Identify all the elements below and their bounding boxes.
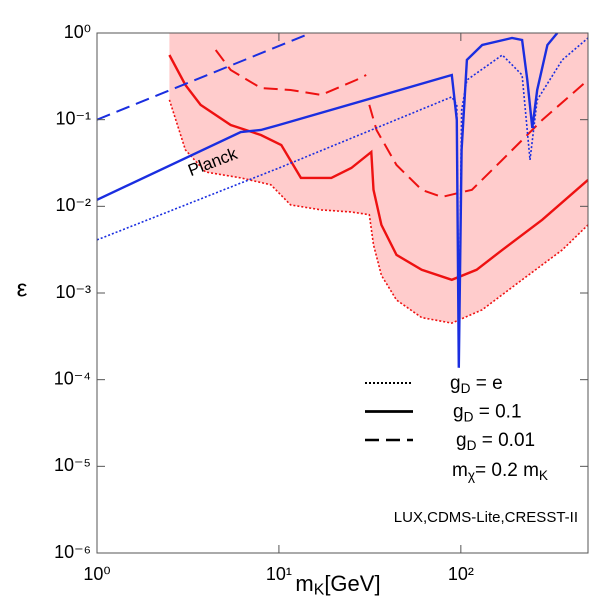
y-axis-label: ε	[17, 275, 28, 302]
curve	[168, 54, 588, 282]
legend-label-part: = 0.01	[476, 430, 535, 451]
y-tick-label: 10⁻¹	[55, 108, 91, 128]
legend-label-part: = e	[470, 373, 502, 394]
y-tick-label: 10⁻⁴	[54, 368, 91, 388]
mass-note-part: = 0.2 m	[475, 460, 539, 481]
curve	[97, 37, 588, 360]
legend-label-part: D	[467, 437, 477, 452]
legend-label-part: g	[456, 430, 467, 451]
y-tick-label: 10⁻³	[55, 282, 91, 302]
x-axis-label-part: K	[314, 582, 325, 599]
x-axis-label: mK[GeV]	[295, 571, 380, 599]
legend-label-part: = 0.1	[473, 402, 521, 423]
curve	[97, 33, 312, 121]
legend-label: gD = 0.1	[453, 402, 522, 424]
y-tick-label: 10⁻⁶	[54, 542, 91, 562]
plot-area	[97, 33, 588, 368]
experiments-label: LUX,CDMS-Lite,CRESST-II	[394, 509, 578, 526]
curve	[97, 33, 559, 368]
mass-note-part: χ	[468, 467, 476, 482]
x-tick-label: 10²	[448, 564, 474, 584]
y-tick-label: 10⁻⁵	[54, 455, 91, 475]
legend-label: gD = e	[450, 373, 503, 395]
mass-note-part: m	[452, 460, 468, 481]
legend-label-part: g	[453, 402, 464, 423]
legend-label-part: D	[461, 380, 471, 395]
x-tick-label: 10¹	[266, 564, 292, 584]
x-tick-label: 10⁰	[83, 564, 110, 584]
mass-note: mχ= 0.2 mK	[452, 460, 548, 482]
curve	[214, 49, 588, 199]
mass-note-part: K	[539, 467, 548, 482]
legend-label-part: D	[464, 409, 474, 424]
curve	[168, 99, 588, 324]
y-tick-label: 10⁻²	[55, 195, 91, 215]
x-axis-label-part: [GeV]	[324, 571, 380, 596]
excluded-region	[169, 33, 588, 324]
legend-label-part: g	[450, 373, 461, 394]
x-axis-label-part: m	[295, 571, 313, 596]
y-tick-label: 10⁰	[64, 22, 91, 42]
legend-label: gD = 0.01	[456, 430, 535, 452]
